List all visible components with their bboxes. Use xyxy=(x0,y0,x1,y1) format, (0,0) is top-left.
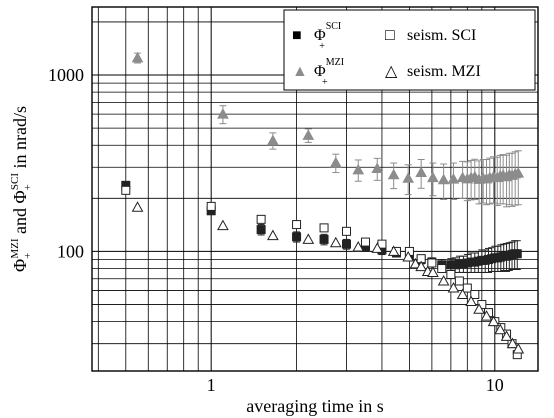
legend-label-seis-mzi: seism. MZI xyxy=(407,63,481,80)
data-point xyxy=(371,242,384,253)
data-point xyxy=(352,240,365,252)
data-point xyxy=(487,315,500,327)
data-point xyxy=(447,173,460,184)
data-point xyxy=(267,134,279,146)
data-point xyxy=(512,342,525,354)
data-point xyxy=(427,266,439,277)
data-point xyxy=(437,173,450,185)
data-point xyxy=(437,274,450,286)
data-point xyxy=(217,108,229,119)
legend-label-seis-sci: seism. SCI xyxy=(407,27,476,44)
legend-symbol-seis-mzi: △ xyxy=(385,63,398,80)
data-point xyxy=(292,232,302,242)
legend-entry-mzi: ▲ ΦMZI + xyxy=(292,57,344,88)
data-point xyxy=(319,234,329,244)
x-tick-label: 1 xyxy=(207,375,216,395)
plot-frame xyxy=(91,6,539,372)
series-seis_sci xyxy=(121,185,522,360)
data-point xyxy=(360,237,370,247)
legend-entry-seis-mzi: △ seism. MZI xyxy=(385,63,481,80)
legend-entry-sci: ■ ΦSCI + xyxy=(292,21,341,52)
legend-symbol-seis-sci: □ xyxy=(385,27,395,44)
data-point xyxy=(415,260,428,272)
data-point xyxy=(342,226,352,236)
data-point xyxy=(454,276,464,286)
legend-symbol-sci: ■ xyxy=(292,27,302,44)
data-point xyxy=(427,258,437,268)
data-point xyxy=(402,250,415,262)
data-point xyxy=(217,219,229,231)
data-point xyxy=(256,225,266,235)
marks xyxy=(121,51,525,360)
data-point xyxy=(342,239,352,249)
data-point xyxy=(447,282,460,293)
data-point xyxy=(480,310,493,321)
data-point xyxy=(267,229,279,241)
y-tick-label: 100 xyxy=(57,241,84,261)
x-tick-label: 10 xyxy=(486,375,504,395)
legend-symbol-mzi: ▲ xyxy=(292,63,308,80)
data-point xyxy=(256,214,266,224)
data-point xyxy=(387,168,400,180)
y-tick-label: 1000 xyxy=(48,65,84,85)
x-axis-label: averaging time in s xyxy=(246,396,383,416)
data-point xyxy=(437,264,447,274)
data-point xyxy=(131,51,144,63)
data-point xyxy=(456,288,469,299)
data-point xyxy=(292,220,302,230)
axes: 1 10 100 1000 xyxy=(48,65,504,395)
data-point xyxy=(470,289,480,299)
data-point xyxy=(415,166,428,178)
data-point xyxy=(206,201,216,211)
data-point xyxy=(465,295,477,307)
data-point xyxy=(512,249,522,259)
data-point xyxy=(473,303,485,314)
data-point xyxy=(409,257,422,269)
data-point xyxy=(427,171,439,183)
data-point xyxy=(329,156,342,168)
data-point xyxy=(131,201,144,212)
data-point xyxy=(387,245,400,256)
legend-entry-seis-sci: □ seism. SCI xyxy=(385,27,476,44)
data-point xyxy=(494,323,507,335)
data-point xyxy=(371,162,384,174)
legend-label-mzi: ΦMZI + xyxy=(314,57,344,88)
data-point xyxy=(352,163,365,175)
legend: ■ ΦSCI + □ seism. SCI ▲ ΦMZI + △ seism. MZ… xyxy=(283,9,536,91)
data-point xyxy=(402,172,415,183)
data-point xyxy=(302,129,315,140)
series-mzi xyxy=(131,51,525,208)
data-point xyxy=(329,236,342,248)
data-point xyxy=(121,185,131,195)
data-point xyxy=(506,337,519,349)
legend-label-sci: ΦSCI + xyxy=(314,21,341,52)
y-axis-label: Φ+MZI​ and Φ+SCI​ in nrad/s xyxy=(9,106,34,272)
data-point xyxy=(446,270,456,280)
data-point xyxy=(462,283,472,293)
data-point xyxy=(500,330,513,341)
series-seis_mzi xyxy=(131,201,525,354)
data-point xyxy=(319,223,329,233)
data-point xyxy=(512,167,525,178)
series-sci xyxy=(121,180,522,273)
data-point xyxy=(302,233,315,244)
legend-box xyxy=(283,9,536,91)
